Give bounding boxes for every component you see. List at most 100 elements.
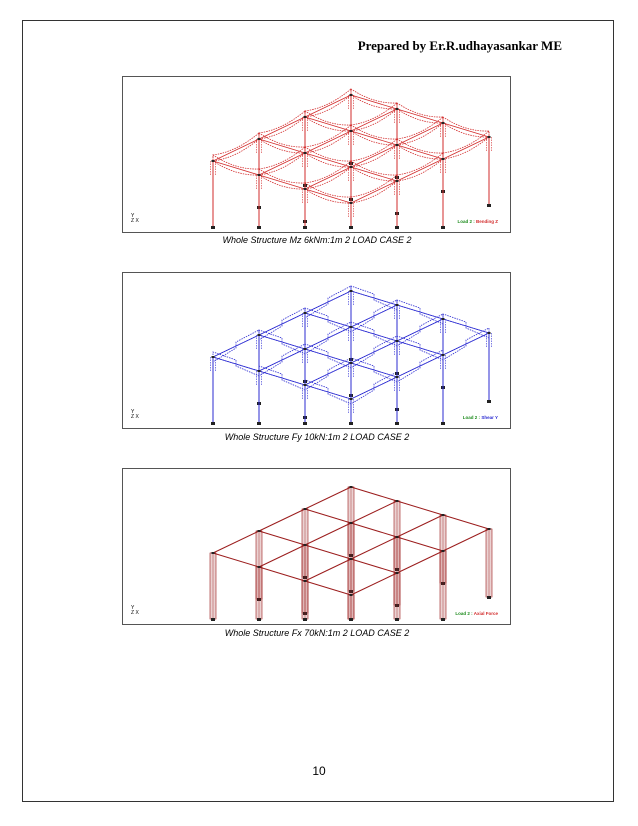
beam xyxy=(258,566,306,582)
beam xyxy=(350,321,398,347)
structure-diagram xyxy=(209,486,493,621)
figure-caption: Whole Structure Fy 10kN:1m 2 LOAD CASE 2 xyxy=(224,432,410,442)
column xyxy=(255,566,263,621)
header-author: Prepared by Er.R.udhayasankar ME xyxy=(357,38,562,53)
beam xyxy=(258,168,306,190)
column xyxy=(439,550,447,621)
beam xyxy=(442,327,490,361)
beam xyxy=(396,102,444,124)
beam xyxy=(304,508,352,524)
beam xyxy=(258,307,306,341)
column xyxy=(347,594,355,621)
beam xyxy=(350,536,398,560)
column xyxy=(440,354,446,425)
beam xyxy=(258,343,306,377)
beam xyxy=(258,132,306,154)
beam xyxy=(304,522,352,546)
beam xyxy=(396,313,444,347)
beam xyxy=(212,154,260,176)
beam xyxy=(350,371,398,405)
beam xyxy=(304,146,352,168)
beam xyxy=(396,299,444,325)
beam xyxy=(304,580,352,596)
column xyxy=(301,580,309,621)
beam xyxy=(350,572,398,596)
beam xyxy=(212,351,260,377)
page-number: 10 xyxy=(312,764,326,778)
beam xyxy=(304,544,352,560)
beam xyxy=(304,88,352,118)
beam xyxy=(350,357,398,383)
beam xyxy=(350,299,398,333)
beam xyxy=(350,486,398,502)
beam xyxy=(212,329,260,363)
beam xyxy=(304,321,352,355)
beam xyxy=(350,88,398,110)
beam xyxy=(258,508,306,532)
beam xyxy=(350,500,398,524)
beam xyxy=(396,500,444,516)
beam xyxy=(258,365,306,391)
column xyxy=(256,370,262,425)
beam xyxy=(350,335,398,369)
beam xyxy=(212,552,260,568)
beam xyxy=(304,110,352,132)
column xyxy=(302,188,308,229)
column xyxy=(210,160,216,229)
beam xyxy=(258,110,306,140)
column xyxy=(209,552,217,621)
structure-diagram xyxy=(210,285,492,425)
column xyxy=(394,376,400,425)
column xyxy=(256,174,262,229)
figure-caption: Whole Structure Fx 70kN:1m 2 LOAD CASE 2 xyxy=(224,628,410,638)
beam xyxy=(304,307,352,333)
beam xyxy=(396,335,444,361)
beam xyxy=(396,514,444,538)
beam xyxy=(304,357,352,391)
column xyxy=(210,356,216,425)
beam xyxy=(258,530,306,546)
structure-diagram xyxy=(210,88,492,229)
column xyxy=(486,332,492,403)
column xyxy=(302,384,308,425)
beam xyxy=(350,124,398,146)
load-legend: Load 2 : Bending Z xyxy=(457,219,498,224)
beam xyxy=(350,160,398,182)
beam xyxy=(442,313,490,339)
column xyxy=(394,180,400,229)
column xyxy=(440,158,446,229)
beam xyxy=(442,514,490,530)
beam xyxy=(258,329,306,355)
load-legend: Load 2 : Axial Force xyxy=(455,611,498,616)
beam xyxy=(396,536,444,552)
beam xyxy=(212,530,260,554)
figure-caption: Whole Structure Mz 6kNm:1m 2 LOAD CASE 2 xyxy=(222,235,412,245)
beam xyxy=(258,544,306,568)
beam xyxy=(396,550,444,574)
column xyxy=(485,528,493,599)
beam xyxy=(396,349,444,383)
beam xyxy=(304,343,352,369)
beam xyxy=(304,182,352,204)
beam xyxy=(212,132,260,162)
column xyxy=(348,202,354,229)
column xyxy=(393,572,401,621)
beam xyxy=(304,486,352,510)
load-legend: Load 2 : Shear Y xyxy=(462,415,498,420)
beam xyxy=(442,528,490,552)
page-border xyxy=(22,20,614,802)
beam xyxy=(350,558,398,574)
beam xyxy=(304,285,352,319)
column xyxy=(486,136,492,207)
column xyxy=(348,398,354,425)
beam xyxy=(442,116,490,138)
beam xyxy=(304,558,352,582)
beam xyxy=(396,138,444,160)
beam xyxy=(350,522,398,538)
